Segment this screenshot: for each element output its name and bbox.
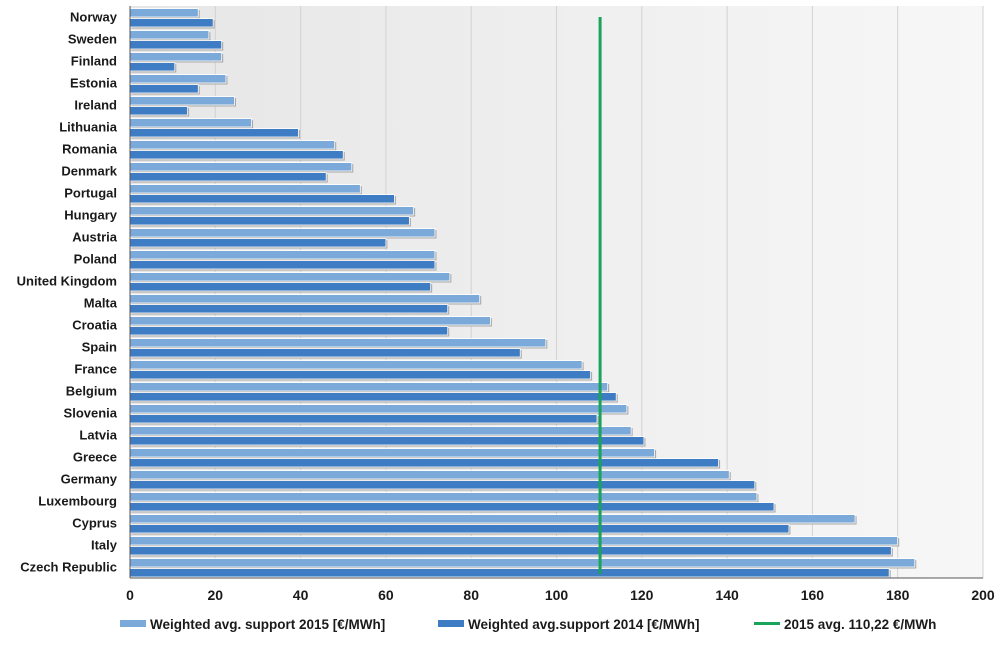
bar-2015: [129, 316, 491, 326]
bar-2014: [129, 458, 719, 468]
category-label: Denmark: [61, 164, 117, 179]
category-label: Norway: [70, 10, 118, 25]
category-label: Slovenia: [64, 406, 118, 421]
bar-2014: [129, 304, 449, 314]
bar-2015: [129, 360, 583, 370]
bar-2014: [129, 436, 645, 446]
x-tick-label: 0: [126, 587, 134, 603]
x-tick-label: 20: [208, 587, 224, 603]
bar-2015: [129, 74, 227, 84]
legend-label: Weighted avg. support 2015 [€/MWh]: [150, 617, 385, 632]
bar-2014: [129, 260, 436, 270]
bar-2014: [129, 370, 592, 380]
category-label: United Kingdom: [17, 274, 117, 289]
bar-2014: [129, 106, 188, 116]
bar-2014: [129, 326, 449, 336]
bar-2014: [129, 238, 387, 248]
category-label: Germany: [61, 472, 118, 487]
bar-2015: [129, 338, 547, 348]
bar-2015: [129, 272, 451, 282]
bar-2014: [129, 128, 299, 138]
x-tick-label: 140: [715, 587, 739, 603]
category-label: Portugal: [64, 186, 117, 201]
bar-2015: [129, 52, 223, 62]
legend-swatch: [120, 620, 146, 627]
x-tick-label: 160: [801, 587, 825, 603]
bar-2015: [129, 514, 856, 524]
category-label: Greece: [73, 450, 117, 465]
bars: [129, 8, 917, 579]
bar-2015: [129, 184, 361, 194]
bar-2014: [129, 216, 410, 226]
x-tick-label: 120: [630, 587, 654, 603]
bar-2015: [129, 382, 609, 392]
bar-2015: [129, 140, 336, 150]
bar-2014: [129, 502, 775, 512]
bar-2015: [129, 558, 916, 568]
bar-2014: [129, 62, 176, 72]
category-label: Luxembourg: [38, 494, 117, 509]
category-label: Latvia: [79, 428, 117, 443]
bar-2014: [129, 348, 521, 358]
x-tick-label: 200: [971, 587, 995, 603]
category-labels: Norway Sweden Finland Estonia Ireland Lithuan…: [17, 10, 118, 575]
bar-2015: [129, 206, 415, 216]
bar-2015: [129, 162, 353, 172]
x-tick-label: 60: [378, 587, 394, 603]
bar-2014: [129, 172, 327, 182]
bar-2014: [129, 568, 890, 578]
category-label: Italy: [91, 538, 118, 553]
category-label: Spain: [82, 340, 117, 355]
bar-2014: [129, 18, 214, 28]
category-label: Czech Republic: [20, 560, 117, 575]
category-label: Ireland: [74, 98, 117, 113]
bar-2015: [129, 426, 632, 436]
bar-2014: [129, 414, 598, 424]
category-label: Estonia: [70, 76, 118, 91]
category-label: Finland: [71, 54, 117, 69]
bar-2015: [129, 96, 235, 106]
category-label: Cyprus: [72, 516, 117, 531]
category-label: Lithuania: [59, 120, 118, 135]
bar-2014: [129, 480, 756, 490]
bar-2014: [129, 84, 199, 94]
x-tick-labels: 0 20 40 60 80 100 120 140 160 180 200: [126, 587, 995, 603]
category-label: Austria: [72, 230, 118, 245]
bar-2015: [129, 404, 628, 414]
bar-2014: [129, 40, 223, 50]
legend-label: 2015 avg. 110,22 €/MWh: [784, 617, 936, 632]
x-tick-label: 180: [886, 587, 910, 603]
bar-2014: [129, 194, 395, 204]
bar-2014: [129, 524, 790, 534]
bar-2015: [129, 250, 436, 260]
bar-2015: [129, 118, 252, 128]
x-tick-label: 80: [463, 587, 479, 603]
x-tick-label: 40: [293, 587, 309, 603]
legend: Weighted avg. support 2015 [€/MWh] Weight…: [120, 617, 936, 632]
bar-2015: [129, 492, 758, 502]
bar-2015: [129, 536, 899, 546]
bar-2015: [129, 294, 481, 304]
category-label: Sweden: [68, 32, 117, 47]
bar-2014: [129, 150, 344, 160]
bar-2015: [129, 228, 436, 238]
category-label: Hungary: [64, 208, 118, 223]
bar-2014: [129, 546, 892, 556]
category-label: Poland: [74, 252, 117, 267]
bar-2015: [129, 470, 730, 480]
bar-2014: [129, 282, 432, 292]
category-label: Malta: [84, 296, 118, 311]
bar-2014: [129, 392, 617, 402]
category-label: Croatia: [72, 318, 118, 333]
bar-2015: [129, 448, 655, 458]
legend-swatch: [438, 620, 464, 627]
legend-label: Weighted avg.support 2014 [€/MWh]: [468, 617, 700, 632]
category-label: France: [74, 362, 117, 377]
x-tick-label: 100: [545, 587, 569, 603]
category-label: Romania: [62, 142, 118, 157]
bar-2015: [129, 8, 199, 18]
bar-2015: [129, 30, 210, 40]
category-label: Belgium: [66, 384, 117, 399]
